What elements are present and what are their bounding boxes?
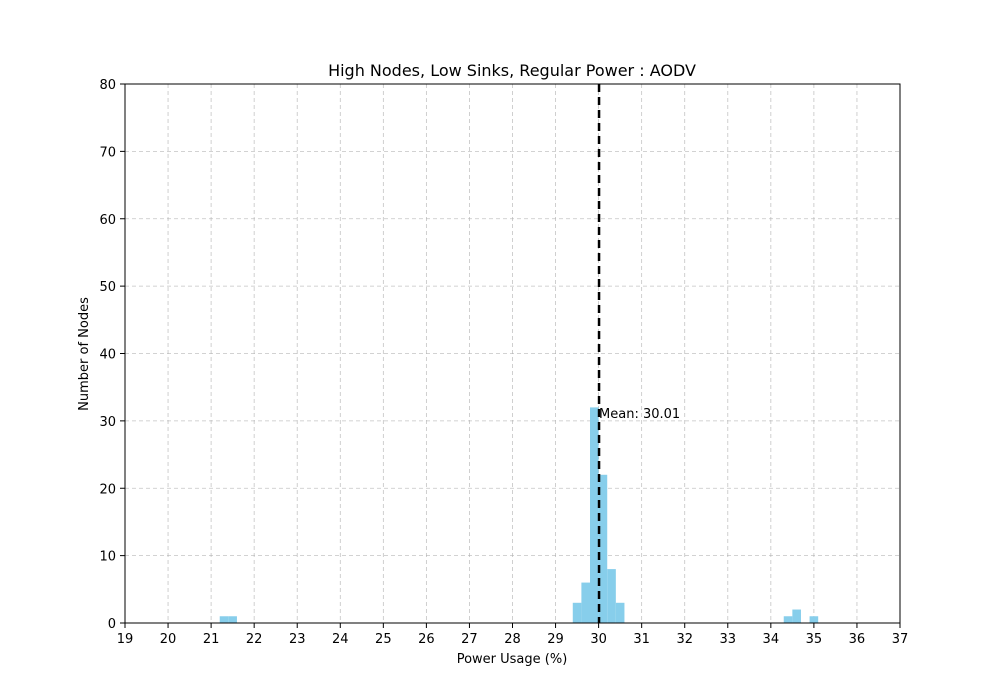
y-tick-label: 70	[99, 145, 116, 160]
x-tick-label: 24	[332, 632, 349, 647]
histogram-bar	[615, 602, 625, 623]
x-tick-label: 28	[504, 632, 521, 647]
x-tick-label: 26	[418, 632, 435, 647]
x-tick-label: 22	[246, 632, 263, 647]
x-tick-label: 21	[203, 632, 220, 647]
mean-layer: Mean: 30.01	[597, 84, 680, 623]
x-tick-label: 33	[720, 632, 737, 647]
y-tick-label: 50	[99, 280, 116, 295]
histogram-bar	[219, 616, 229, 623]
x-axis-label: Power Usage (%)	[457, 652, 568, 667]
x-tick-label: 25	[375, 632, 392, 647]
x-tick-label: 31	[633, 632, 650, 647]
x-tick-label: 32	[676, 632, 693, 647]
y-tick-label: 30	[99, 415, 116, 430]
histogram-bar	[792, 609, 801, 623]
histogram-bar	[598, 474, 608, 623]
x-tick-label: 23	[289, 632, 306, 647]
x-tick-label: 35	[806, 632, 823, 647]
x-axis-ticks: 19 20 21 22 23 24 25 26 27 28 29 30 31 32 33 34 35 36 37	[117, 623, 909, 647]
y-tick-label: 40	[99, 348, 116, 363]
chart-title: High Nodes, Low Sinks, Regular Power : A…	[328, 61, 696, 80]
y-tick-label: 20	[99, 482, 116, 497]
x-tick-label: 29	[547, 632, 564, 647]
histogram-bar	[572, 602, 582, 623]
x-tick-label: 34	[763, 632, 780, 647]
histogram-bar	[581, 582, 590, 623]
histogram-bar	[607, 569, 616, 623]
grid-layer	[124, 83, 901, 624]
histogram-bar	[228, 616, 237, 623]
x-tick-label: 27	[461, 632, 478, 647]
y-tick-label: 80	[99, 78, 116, 93]
y-tick-label: 60	[99, 213, 116, 228]
x-tick-label: 30	[590, 632, 607, 647]
x-tick-label: 20	[160, 632, 177, 647]
bars-layer	[219, 407, 819, 623]
histogram-bar	[783, 616, 793, 623]
x-tick-label: 37	[892, 632, 909, 647]
histogram-bar	[590, 407, 599, 623]
y-tick-label: 10	[99, 550, 116, 565]
y-axis-label: Number of Nodes	[77, 297, 92, 411]
histogram-bar	[809, 616, 819, 623]
x-tick-label: 36	[849, 632, 866, 647]
y-tick-label: 0	[108, 617, 116, 632]
y-axis-ticks: 0 10 20 30 40 50 60 70 80	[99, 78, 125, 632]
mean-annotation: Mean: 30.01	[599, 407, 680, 422]
x-tick-label: 19	[117, 632, 134, 647]
